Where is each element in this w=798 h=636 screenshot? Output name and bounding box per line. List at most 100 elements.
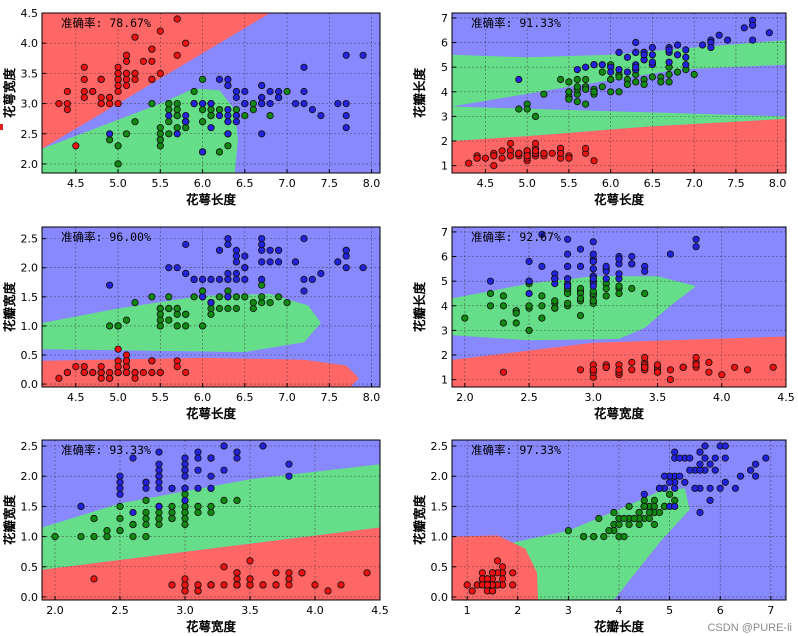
data-point-setosa (148, 357, 156, 365)
data-point-setosa (498, 575, 507, 583)
data-point-virginica (676, 472, 684, 480)
data-point-virginica (300, 100, 308, 108)
x-axis-label: 花萼长度 (594, 192, 645, 207)
x-tick-label: 6.5 (644, 177, 662, 190)
data-point-virginica (207, 124, 215, 132)
data-point-virginica (232, 87, 240, 96)
data-point-setosa (769, 363, 777, 371)
data-point-versicolor (156, 322, 164, 330)
data-point-versicolor (173, 124, 181, 132)
data-point-versicolor (182, 322, 190, 330)
data-point-virginica (673, 41, 682, 49)
data-point-virginica (551, 275, 559, 283)
data-point-virginica (740, 24, 748, 32)
data-point-setosa (168, 581, 176, 589)
data-point-versicolor (90, 514, 98, 523)
data-point-virginica (116, 484, 124, 492)
data-point-virginica (241, 275, 249, 283)
data-point-versicolor (615, 520, 623, 529)
data-point-virginica (199, 148, 207, 156)
data-point-virginica (525, 277, 533, 285)
data-point-versicolor (579, 532, 588, 541)
data-point-versicolor (190, 293, 198, 301)
data-point-virginica (746, 466, 755, 474)
data-point-virginica (715, 31, 723, 39)
watermark: CSDN @PURE-li (707, 622, 792, 634)
data-point-setosa (246, 557, 254, 565)
data-point-setosa (246, 581, 254, 589)
data-point-versicolor (650, 502, 659, 510)
data-point-versicolor (131, 298, 139, 307)
data-point-setosa (181, 587, 189, 595)
data-point-virginica (300, 63, 308, 71)
data-point-versicolor (224, 142, 232, 150)
data-point-virginica (563, 282, 572, 290)
data-point-versicolor (615, 289, 623, 298)
x-tick-label: 4.5 (477, 177, 495, 190)
data-point-virginica (241, 264, 249, 272)
y-tick-label: 1.5 (21, 291, 39, 304)
data-point-setosa (122, 368, 131, 377)
data-point-setosa (122, 75, 131, 84)
data-point-virginica (199, 293, 207, 301)
data-point-setosa (114, 345, 122, 353)
data-point-versicolor (523, 105, 531, 113)
data-point-versicolor (565, 95, 573, 103)
y-tick-label: 4.0 (21, 37, 39, 50)
plot-area (452, 13, 786, 173)
data-point-versicolor (114, 160, 122, 168)
data-point-setosa (156, 368, 164, 377)
axes-frame (451, 12, 787, 174)
data-point-versicolor (258, 293, 266, 301)
data-point-versicolor (148, 293, 156, 301)
y-tick-label: 1.0 (21, 531, 39, 544)
data-point-versicolor (632, 78, 640, 86)
x-tick-label: 5.0 (109, 177, 127, 190)
data-point-virginica (640, 51, 648, 59)
data-point-setosa (89, 368, 97, 377)
x-tick-label: 3.0 (176, 604, 194, 617)
data-point-versicolor (266, 298, 274, 307)
data-point-versicolor (165, 304, 173, 313)
data-point-virginica (623, 68, 632, 76)
decision-region-class0 (42, 13, 271, 149)
data-point-versicolor (538, 302, 546, 310)
data-point-virginica (665, 46, 673, 54)
x-tick-label: 5.5 (152, 177, 170, 190)
data-point-setosa (148, 57, 156, 65)
data-point-virginica (698, 41, 707, 49)
data-point-virginica (224, 275, 232, 283)
data-point-versicolor (194, 508, 202, 517)
data-point-versicolor (103, 526, 111, 535)
data-point-versicolor (233, 496, 241, 504)
data-point-versicolor (142, 532, 150, 541)
data-point-virginica (696, 466, 704, 474)
data-point-virginica (142, 478, 150, 486)
data-point-setosa (233, 575, 241, 583)
data-point-setosa (148, 368, 156, 377)
data-point-setosa (173, 362, 181, 371)
data-point-virginica (129, 454, 137, 462)
data-point-versicolor (655, 508, 664, 517)
data-point-virginica (233, 448, 241, 456)
data-point-setosa (498, 147, 506, 155)
data-point-virginica (106, 281, 114, 289)
data-point-versicolor (620, 514, 628, 523)
data-point-virginica (648, 58, 657, 66)
data-point-virginica (173, 264, 181, 272)
data-point-virginica (155, 466, 163, 474)
y-tick-label: 4 (441, 86, 448, 99)
data-point-setosa (233, 569, 241, 577)
data-point-virginica (576, 262, 585, 270)
data-point-setosa (666, 366, 675, 374)
x-tick-label: 6.0 (194, 177, 212, 190)
data-point-setosa (122, 81, 131, 90)
data-point-setosa (692, 361, 700, 369)
data-point-setosa (679, 363, 687, 371)
data-point-setosa (89, 87, 97, 96)
data-point-versicolor (249, 298, 257, 307)
data-point-versicolor (181, 508, 189, 517)
data-point-versicolor (241, 112, 249, 120)
data-point-setosa (122, 69, 131, 78)
data-point-setosa (131, 374, 139, 382)
